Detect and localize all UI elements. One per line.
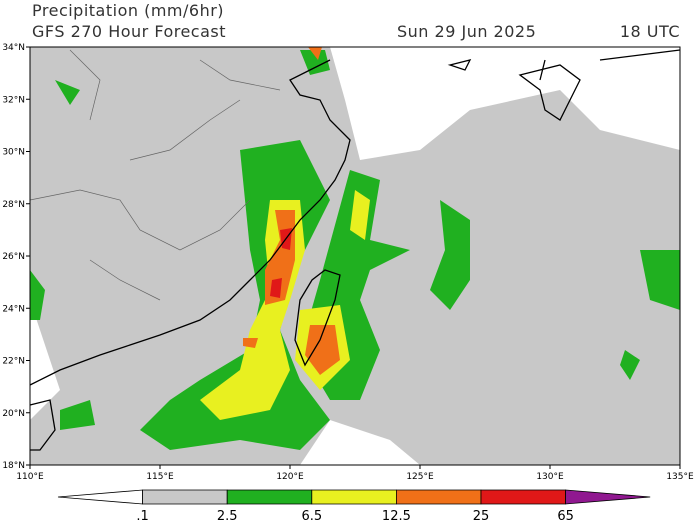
time: 18 UTC	[620, 22, 680, 41]
lon-label: 110°E	[16, 472, 44, 482]
lat-label: 32°N	[2, 95, 25, 105]
lon-label: 115°E	[146, 472, 174, 482]
map: 34°N 32°N 30°N 28°N 26°N 24°N 22°N 20°N 18°N110°…	[2, 43, 694, 482]
colorbar-segment	[311, 489, 397, 505]
precip-very-heavy	[243, 47, 340, 375]
lon-label: 125°E	[406, 472, 434, 482]
colorbar-segment	[226, 489, 313, 505]
colorbar-segment	[57, 489, 143, 505]
colorbar-label: 12.5	[382, 509, 411, 524]
lat-label: 26°N	[2, 252, 25, 262]
colorbar-label: 65	[557, 509, 574, 524]
colorbar-segment	[142, 489, 228, 505]
precip-extreme	[270, 228, 292, 298]
lat-label: 18°N	[2, 461, 25, 471]
lat-label: 30°N	[2, 148, 25, 158]
colorbar-label: 2.5	[217, 509, 238, 524]
colorbar-label: 25	[473, 509, 490, 524]
lat-label: 22°N	[2, 357, 25, 367]
title: Precipitation (mm/6hr)	[32, 1, 224, 20]
colorbar-segment	[565, 489, 651, 505]
lon-label: 135°E	[666, 472, 694, 482]
lon-label: 130°E	[536, 472, 564, 482]
colorbar-label: 6.5	[301, 509, 322, 524]
coastline	[29, 49, 681, 451]
colorbar-segment	[396, 489, 482, 505]
colorbar-label: .1	[136, 509, 148, 524]
lat-label: 28°N	[2, 200, 25, 210]
lat-label: 34°N	[2, 43, 25, 53]
colorbar-segment	[480, 489, 566, 505]
lon-label: 120°E	[276, 472, 304, 482]
lat-label: 24°N	[2, 304, 25, 314]
lat-label: 20°N	[2, 409, 25, 419]
colorbar: .1 2.5 6.5 12.5 25 65	[57, 489, 651, 524]
subtitle: GFS 270 Hour Forecast	[32, 22, 226, 41]
date: Sun 29 Jun 2025	[397, 22, 536, 41]
borders	[29, 49, 281, 301]
